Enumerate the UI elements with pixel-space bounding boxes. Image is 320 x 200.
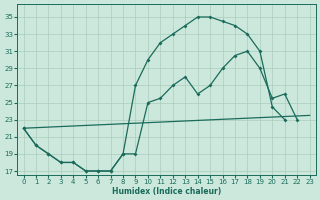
X-axis label: Humidex (Indice chaleur): Humidex (Indice chaleur) (112, 187, 221, 196)
